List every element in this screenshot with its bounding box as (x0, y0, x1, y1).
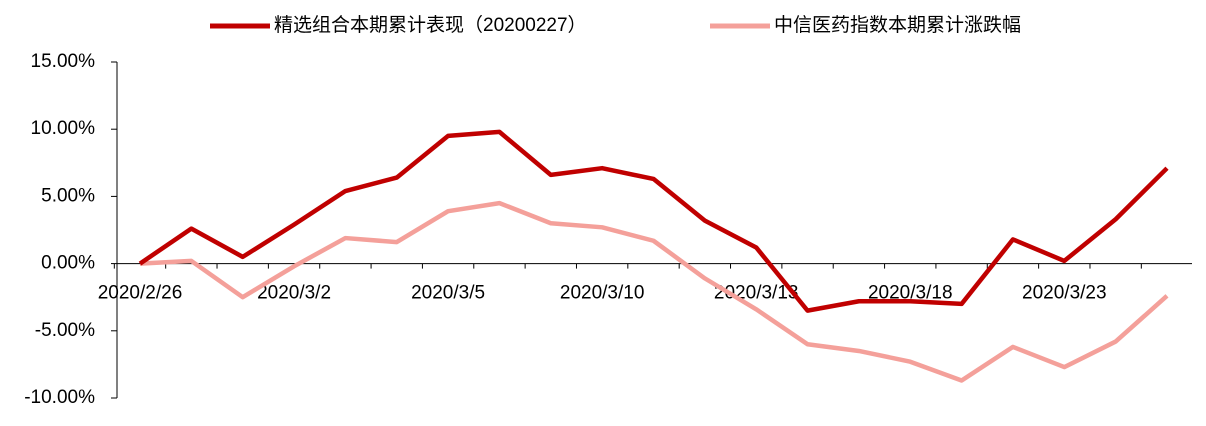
x-tick-label: 2020/3/2 (257, 283, 331, 304)
y-tick-label: 0.00% (41, 253, 95, 274)
y-tick-label: 5.00% (41, 185, 95, 206)
y-tick-label: 15.00% (31, 51, 96, 72)
x-tick-label: 2020/3/23 (1022, 283, 1107, 304)
x-tick-label: 2020/2/26 (98, 283, 183, 304)
x-tick-label: 2020/3/5 (411, 283, 485, 304)
legend-label: 中信医药指数本期累计涨跌幅 (774, 14, 1021, 36)
x-tick-label: 2020/3/18 (868, 283, 953, 304)
series-line (139, 200, 1169, 383)
y-tick-label: -10.00% (24, 387, 95, 408)
series-line (138, 129, 1169, 313)
y-tick-label: -5.00% (35, 320, 95, 341)
x-tick-label: 2020/3/10 (560, 283, 645, 304)
legend-label: 精选组合本期累计表现（20200227） (274, 14, 587, 36)
y-tick-label: 10.00% (31, 118, 96, 139)
